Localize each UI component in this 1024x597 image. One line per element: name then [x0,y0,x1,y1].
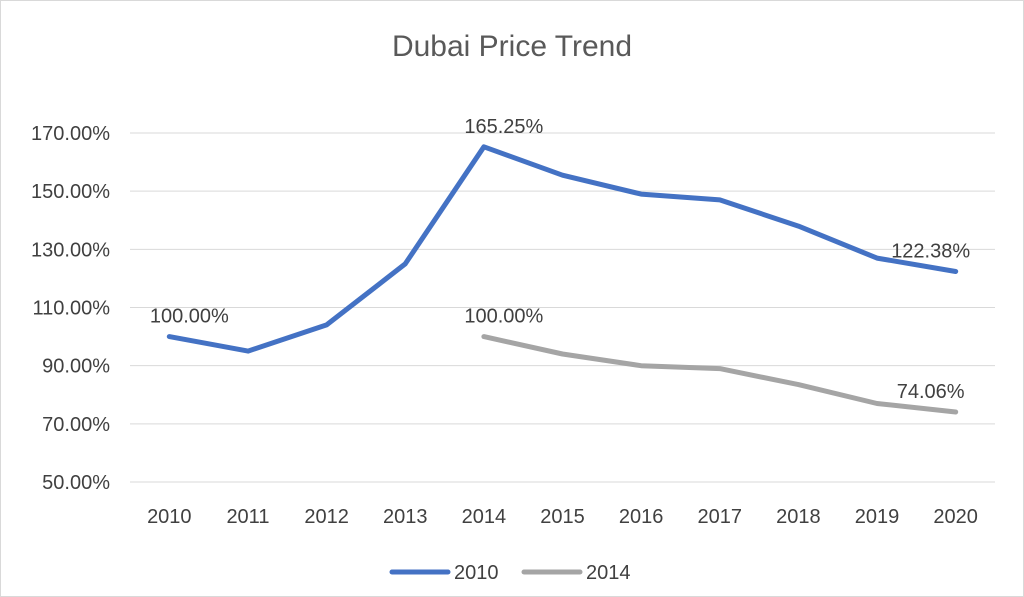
y-tick-label: 50.00% [42,472,110,494]
x-tick-label: 2019 [855,506,900,528]
y-tick-label: 150.00% [31,181,110,203]
x-axis-ticks: 2010 2011 2012 2013 2014 2015 2016 2017 2018 2019… [147,506,978,528]
x-tick-label: 2018 [776,506,821,528]
data-label: 165.25% [464,116,543,138]
x-tick-label: 2013 [383,506,428,528]
x-tick-label: 2020 [933,506,978,528]
series-line-2010 [166,144,959,354]
chart-title: Dubai Price Trend [392,30,632,63]
y-axis-ticks: 50.00% 70.00% 90.00% 110.00% 130.00% 150.00% 1… [31,123,110,494]
y-tick-label: 170.00% [31,123,110,145]
x-tick-label: 2015 [540,506,585,528]
y-tick-label: 130.00% [31,239,110,261]
x-tick-label: 2012 [304,506,349,528]
data-label: 100.00% [464,306,543,328]
x-tick-label: 2010 [147,506,192,528]
series-lines [166,144,959,415]
gridlines [130,132,995,483]
y-tick-label: 70.00% [42,414,110,436]
y-tick-label: 110.00% [33,298,111,320]
x-tick-label: 2014 [462,506,507,528]
legend-label: 2014 [586,562,631,584]
legend-label: 2010 [454,562,499,584]
y-tick-label: 90.00% [42,356,110,378]
x-tick-label: 2017 [698,506,743,528]
x-tick-label: 2011 [226,506,269,528]
legend: 2010 2014 [389,562,631,584]
data-label: 100.00% [150,306,229,328]
series-line-2014 [481,334,959,415]
data-labels: 100.00% 165.25% 122.38% 100.00% 74.06% [150,116,971,403]
data-label: 122.38% [891,240,970,262]
x-tick-label: 2016 [619,506,664,528]
data-label: 74.06% [897,381,965,403]
